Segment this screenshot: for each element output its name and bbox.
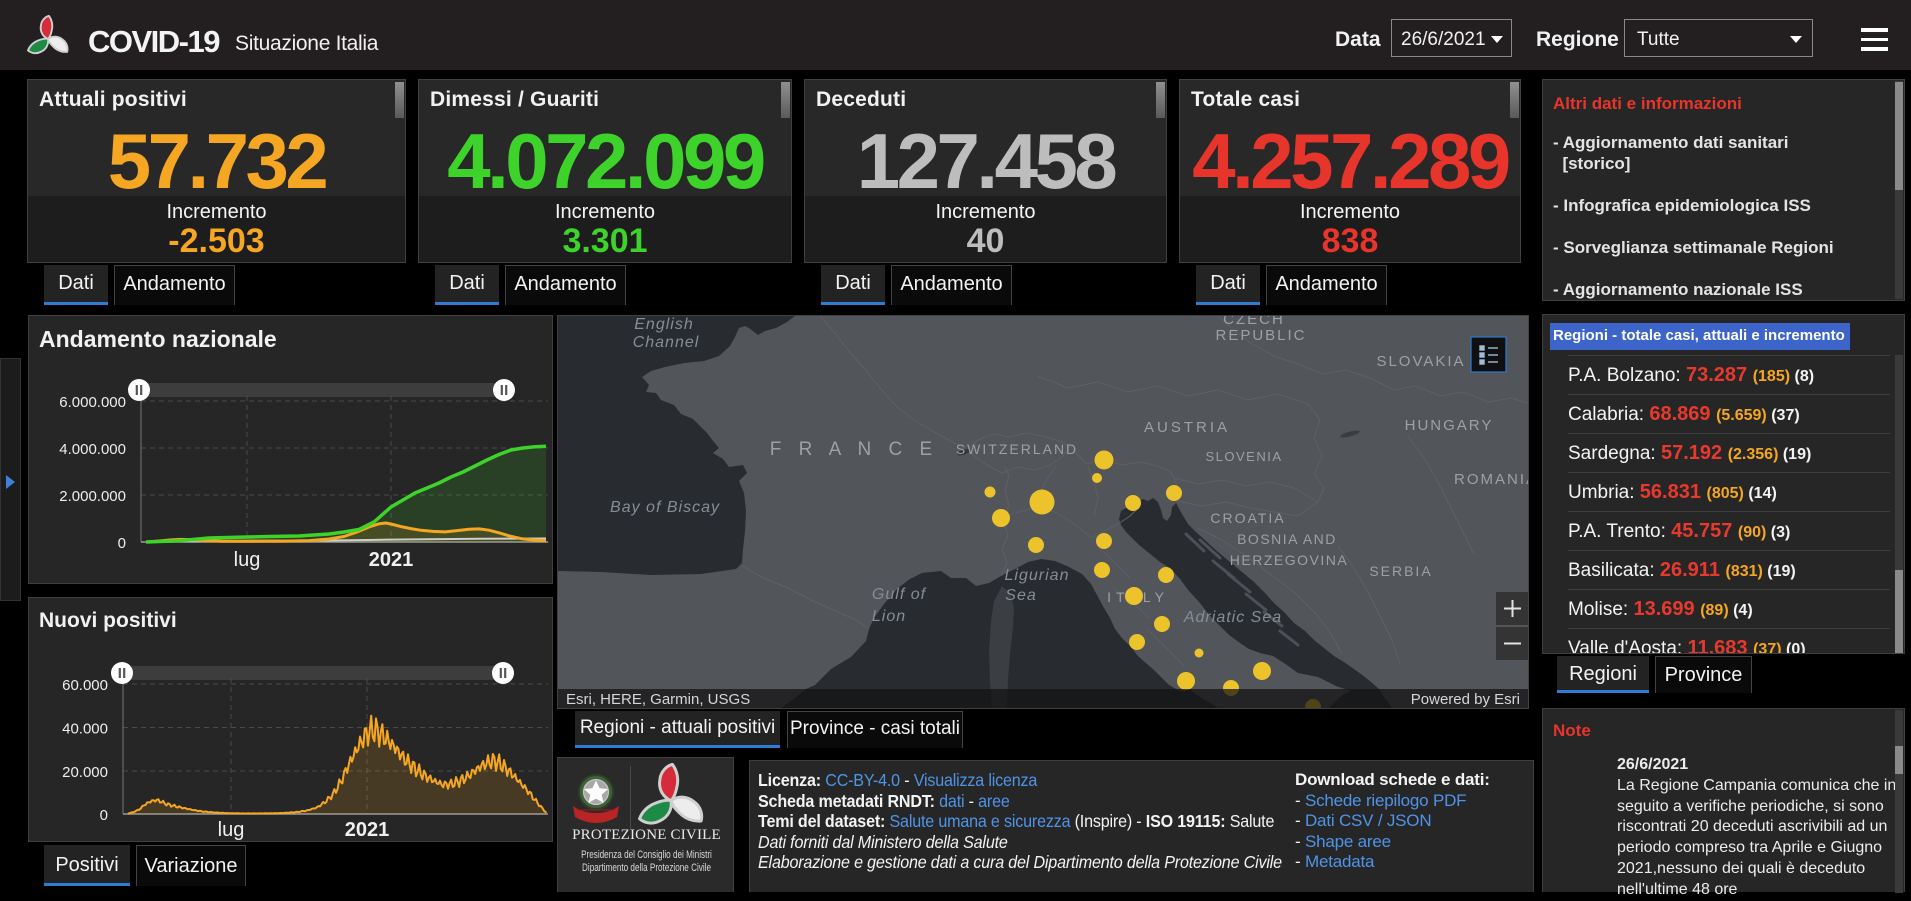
svg-text:0: 0 [118,535,126,552]
svg-text:2021: 2021 [369,549,414,571]
svg-text:HUNGARY: HUNGARY [1405,417,1494,434]
svg-text:4.000.000: 4.000.000 [59,441,126,458]
svg-text:SERBIA: SERBIA [1369,563,1432,579]
svg-text:SLOVENIA: SLOVENIA [1205,449,1282,464]
svg-text:BOSNIA AND: BOSNIA AND [1237,531,1337,547]
svg-text:lug: lug [218,819,245,841]
svg-text:Bay of Biscay: Bay of Biscay [610,499,720,516]
svg-text:Sea: Sea [1005,587,1036,604]
svg-text:ROMANIA: ROMANIA [1454,471,1528,488]
svg-text:Gulf of: Gulf of [872,586,927,603]
svg-text:2.000.000: 2.000.000 [59,488,126,505]
svg-text:AUSTRIA: AUSTRIA [1144,419,1230,436]
svg-text:Channel: Channel [633,334,700,351]
svg-text:English: English [634,316,693,333]
svg-text:REPUBLIC: REPUBLIC [1215,327,1306,344]
svg-text:Esri, HERE, Garmin, USGS: Esri, HERE, Garmin, USGS [566,691,750,708]
svg-text:Powered by Esri: Powered by Esri [1411,691,1520,708]
svg-text:SLOVAKIA: SLOVAKIA [1376,353,1465,370]
svg-text:Ligurian: Ligurian [1005,567,1070,584]
svg-text:CZECH: CZECH [1223,316,1285,328]
svg-text:2021: 2021 [345,819,390,841]
svg-text:HERZEGOVINA: HERZEGOVINA [1230,552,1348,568]
svg-text:Lion: Lion [872,608,906,625]
svg-text:20.000: 20.000 [62,764,108,781]
svg-text:lug: lug [234,549,261,571]
svg-text:Adriatic Sea: Adriatic Sea [1183,609,1282,626]
svg-text:40.000: 40.000 [62,721,108,738]
svg-text:F R A N C E: F R A N C E [770,439,938,460]
svg-text:SWITZERLAND: SWITZERLAND [956,441,1078,457]
svg-text:6.000.000: 6.000.000 [59,394,126,411]
svg-text:0: 0 [100,807,108,824]
svg-text:60.000: 60.000 [62,677,108,694]
svg-text:CROATIA: CROATIA [1210,510,1285,526]
